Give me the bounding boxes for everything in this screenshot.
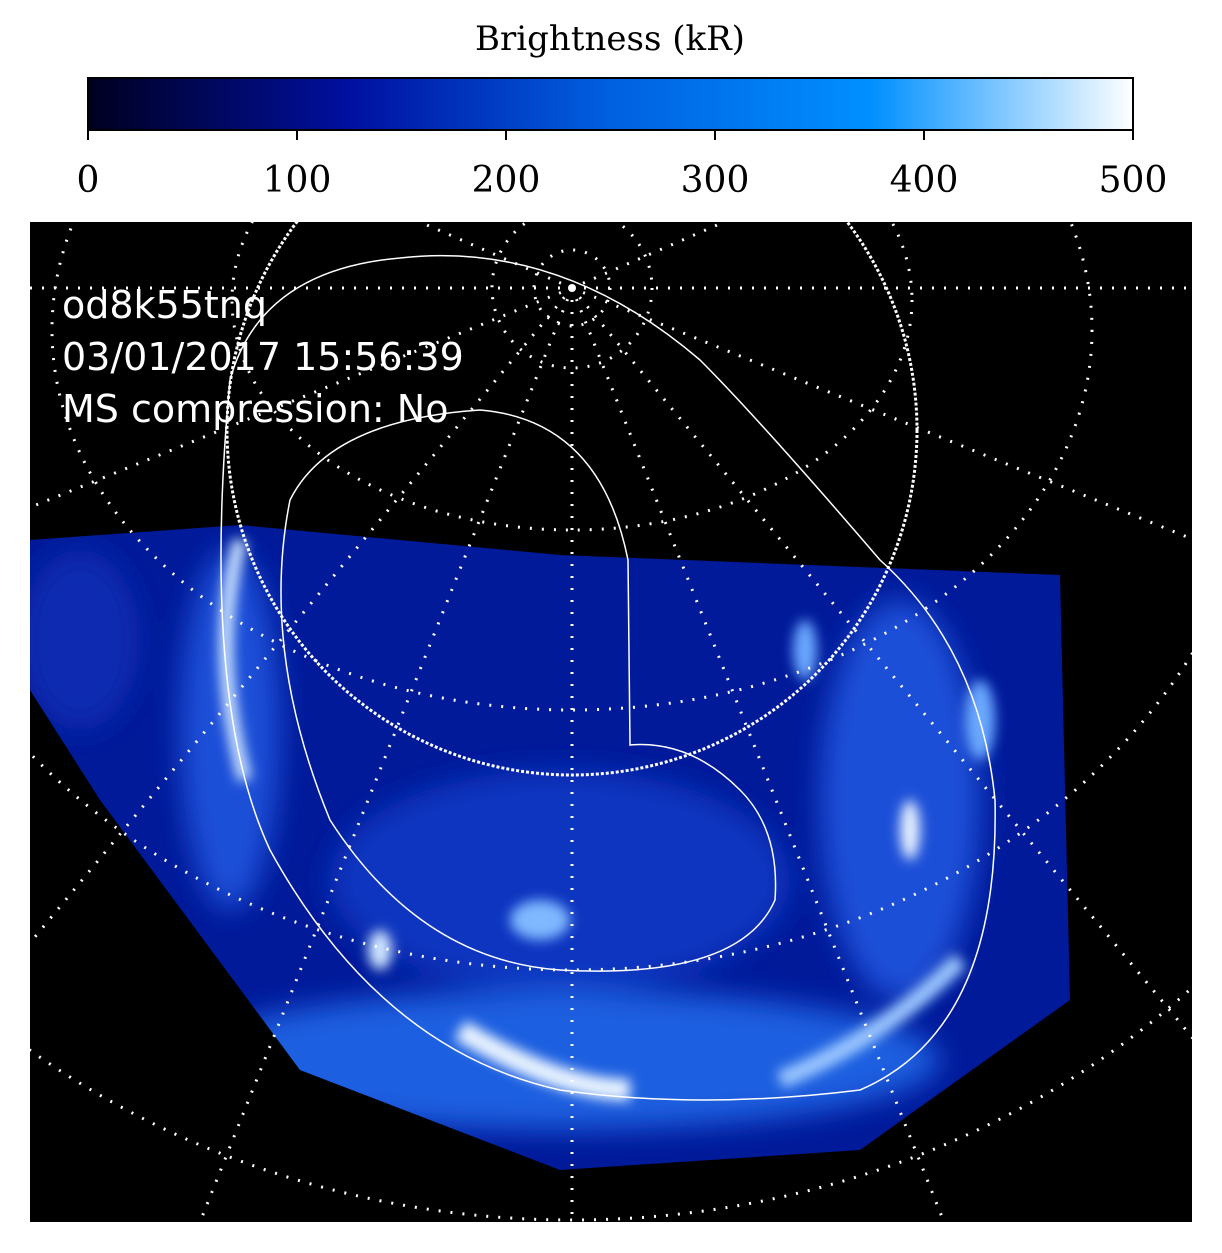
- annotation: MS compression: No: [62, 387, 448, 431]
- tick-label: 200: [472, 160, 541, 201]
- tick-label: 400: [890, 160, 959, 201]
- tick-label: 100: [263, 160, 332, 201]
- tick-label: 0: [77, 160, 100, 201]
- colorbar-label: Brightness (kR): [475, 19, 745, 59]
- tick-label: 500: [1099, 160, 1168, 201]
- tick-label: 300: [681, 160, 750, 201]
- annotation: 03/01/2017 15:56:39: [62, 335, 464, 379]
- colorbar: [87, 77, 1134, 131]
- annotation: od8k55tnq: [62, 283, 267, 327]
- aurora-image: od8k55tnq 03/01/2017 15:56:39 MS compres…: [30, 222, 1192, 1222]
